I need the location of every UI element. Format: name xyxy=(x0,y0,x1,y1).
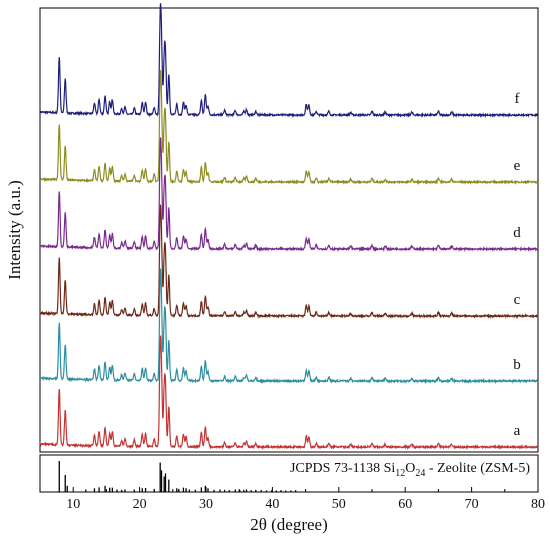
xrd-series-f xyxy=(39,3,539,119)
x-tick-label: 10 xyxy=(66,497,80,512)
series-label-c: c xyxy=(514,292,521,308)
x-tick-label: 30 xyxy=(199,497,213,512)
series-label-a: a xyxy=(514,423,521,439)
x-axis: 10 20 30 40 50 60 70 80 xyxy=(39,487,545,512)
reference-label: JCPDS 73-1138 Si12O24 - Zeolite (ZSM-5) xyxy=(290,461,530,479)
reference-panel: JCPDS 73-1138 Si12O24 - Zeolite (ZSM-5) xyxy=(39,454,539,493)
xrd-series-c xyxy=(39,204,539,320)
y-axis-label: Intensity (a.u.) xyxy=(5,180,24,280)
x-tick-label: 70 xyxy=(465,497,479,512)
series-label-f: f xyxy=(515,91,520,107)
x-axis-label: 2θ (degree) xyxy=(250,515,328,534)
series-layer xyxy=(39,3,539,451)
x-tick-label: 80 xyxy=(531,497,545,512)
series-label-e: e xyxy=(514,158,521,174)
xrd-series-e xyxy=(39,69,539,185)
x-tick-label: 60 xyxy=(398,497,412,512)
x-tick-label: 40 xyxy=(265,497,279,512)
xrd-series-d xyxy=(39,137,539,253)
xrd-series-a xyxy=(39,335,539,451)
series-labels: f e d c b a xyxy=(513,91,521,439)
x-tick-label: 50 xyxy=(332,497,346,512)
reference-sticks xyxy=(58,461,297,492)
series-label-b: b xyxy=(513,357,521,373)
series-label-d: d xyxy=(513,225,521,241)
main-plot-frame xyxy=(39,7,539,453)
reference-plot-frame xyxy=(39,454,539,493)
x-tick-label: 20 xyxy=(133,497,147,512)
main-panel: f e d c b a xyxy=(39,3,539,453)
xrd-series-b xyxy=(39,268,539,385)
